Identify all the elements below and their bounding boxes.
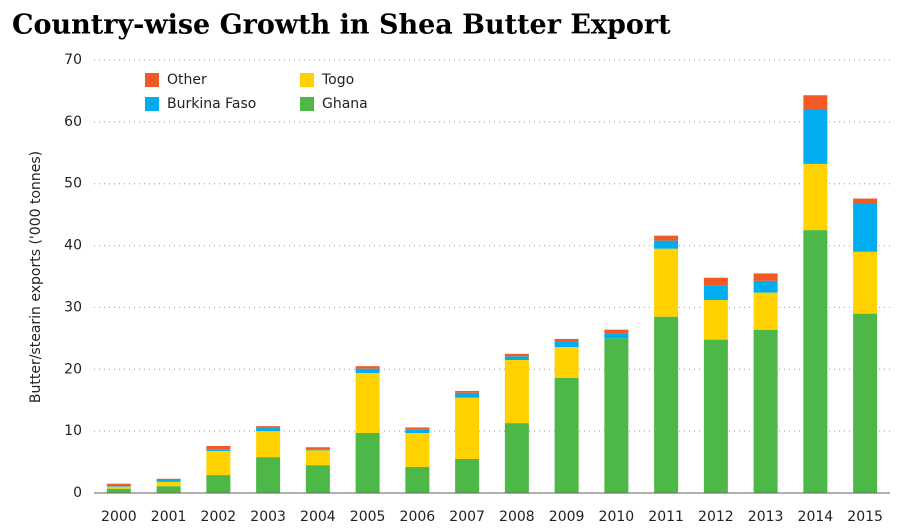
bar-segment [106, 488, 131, 493]
bar-segment [305, 447, 330, 450]
bar-segment [455, 392, 480, 398]
bar-segment [853, 198, 878, 204]
bar-segment [504, 353, 529, 357]
legend-swatch [300, 97, 314, 111]
x-tick-label: 2014 [798, 509, 834, 525]
bar-segment [206, 445, 231, 450]
legend-label: Togo [321, 72, 354, 88]
x-tick-label: 2009 [549, 509, 585, 525]
bar-segment [604, 329, 629, 334]
bar-segment [803, 163, 828, 231]
bar-segment [405, 467, 430, 493]
x-tick-label: 2010 [599, 509, 635, 525]
bar-segment [654, 235, 679, 241]
legend-swatch [145, 73, 159, 87]
y-tick-label: 70 [64, 52, 82, 68]
x-tick-label: 2004 [300, 509, 336, 525]
bar-segment [703, 285, 728, 301]
bar-segment [604, 338, 629, 493]
x-tick-label: 2011 [648, 509, 684, 525]
x-tick-label: 2002 [201, 509, 237, 525]
bar-segment [355, 366, 380, 369]
bar-segment [703, 277, 728, 286]
y-tick-label: 60 [64, 114, 82, 130]
bar-segment [305, 450, 330, 466]
y-tick-label: 40 [64, 238, 82, 254]
bar-segment [405, 427, 430, 430]
bar-segment [455, 458, 480, 493]
bar-segment [405, 429, 430, 433]
bar-segment [256, 431, 281, 458]
y-tick-label: 0 [73, 485, 82, 501]
bar-segment [106, 486, 131, 489]
bar-segment [803, 109, 828, 164]
x-tick-label: 2006 [400, 509, 436, 525]
bar-segment [206, 475, 231, 493]
x-tick-label: 2012 [698, 509, 734, 525]
y-tick-label: 10 [64, 423, 82, 439]
legend-swatch [300, 73, 314, 87]
bar-segment [703, 339, 728, 493]
bar-segment [803, 95, 828, 110]
bar-segment [504, 423, 529, 493]
x-tick-label: 2008 [499, 509, 535, 525]
bar-segment [753, 273, 778, 281]
bar-segment [156, 480, 181, 482]
bar-segment [504, 356, 529, 361]
bar-segment [753, 292, 778, 330]
bar-segment [106, 486, 131, 487]
bar-segment [256, 457, 281, 493]
bar-segment [753, 329, 778, 493]
bar-segment [305, 449, 330, 451]
bar-segment [853, 203, 878, 252]
bar-segment [206, 450, 231, 476]
x-tick-label: 2001 [151, 509, 187, 525]
bar-segment [256, 428, 281, 432]
bar-segment [106, 483, 131, 487]
bar-segment [355, 368, 380, 373]
y-tick-label: 50 [64, 176, 82, 192]
bar-segment [853, 313, 878, 493]
y-axis-label: Butter/stearin exports ('000 tonnes) [28, 151, 44, 403]
x-tick-label: 2013 [748, 509, 784, 525]
bar-segment [604, 333, 629, 339]
bar-segment [355, 372, 380, 433]
x-tick-label: 2015 [847, 509, 883, 525]
x-tick-label: 2003 [250, 509, 286, 525]
bar-segment [803, 230, 828, 493]
bar-segment [504, 360, 529, 424]
bar-segment [554, 377, 579, 493]
bar-segment [156, 486, 181, 493]
bar-segment [156, 478, 181, 481]
legend-label: Ghana [322, 96, 368, 112]
bar-segment [455, 397, 480, 459]
bar-segment [206, 449, 231, 451]
bar-segment [703, 300, 728, 340]
bar-segment [554, 347, 579, 378]
chart-title: Country-wise Growth in Shea Butter Expor… [12, 10, 671, 41]
x-tick-label: 2005 [350, 509, 386, 525]
legend-label: Burkina Faso [167, 96, 256, 112]
bar-segment [405, 432, 430, 468]
x-tick-label: 2007 [449, 509, 485, 525]
bar-segment [554, 338, 579, 342]
y-tick-label: 30 [64, 299, 82, 315]
bar-segment [654, 248, 679, 317]
x-tick-label: 2000 [101, 509, 137, 525]
bar-segment [455, 390, 480, 393]
bar-segment [305, 465, 330, 493]
bar-segment [256, 426, 281, 429]
bar-segment [156, 481, 181, 487]
legend-swatch [145, 97, 159, 111]
bar-segment [355, 432, 380, 493]
bar-segment [853, 251, 878, 314]
y-tick-label: 20 [64, 361, 82, 377]
bar-segment [654, 240, 679, 249]
bar-segment [753, 280, 778, 293]
bar-segment [654, 316, 679, 493]
bar-segment [554, 341, 579, 348]
legend-label: Other [167, 72, 207, 88]
